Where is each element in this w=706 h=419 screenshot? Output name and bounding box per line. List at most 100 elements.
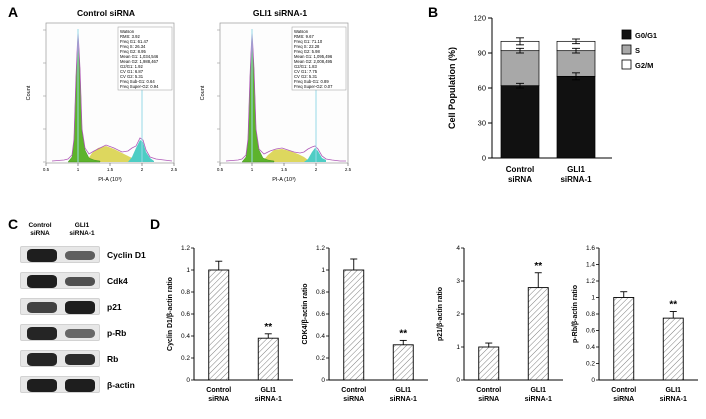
blot-row: Rb xyxy=(20,350,185,367)
blot-band xyxy=(65,353,95,366)
svg-text:1.6: 1.6 xyxy=(586,245,595,252)
cdk4-ratio-chart: 0 0.2 0.4 0.6 0.8 1 1.2 CDK4/β-actin ratio Contr… xyxy=(299,232,433,419)
svg-text:90: 90 xyxy=(478,49,486,58)
svg-text:PI-A (10³): PI-A (10³) xyxy=(98,177,122,183)
svg-text:Freq Sub-G1: 0.64: Freq Sub-G1: 0.64 xyxy=(120,79,155,84)
svg-text:30: 30 xyxy=(478,119,486,128)
p-rb-ratio-chart: 0 0.2 0.4 0.6 0.8 1 1.2 1.4 1.6 p-Rb/β-actin rati… xyxy=(569,232,703,419)
panel-label-c: C xyxy=(8,216,19,232)
p21-ratio-chart: 0 1 2 3 4 p21/β-actin ratio Control siRNA ** GLI1… xyxy=(434,232,568,419)
stats-box xyxy=(291,26,347,91)
svg-text:1: 1 xyxy=(456,344,460,351)
svg-text:GLI1: GLI1 xyxy=(395,387,411,394)
svg-text:**: ** xyxy=(399,328,407,339)
svg-text:2: 2 xyxy=(456,311,460,318)
panel-label-a: A xyxy=(8,4,19,20)
svg-text:Mean G2: 2,008,495: Mean G2: 2,008,495 xyxy=(294,59,333,64)
bar-chart-svg: 0 0.2 0.4 0.6 0.8 1 1.2 1.4 1.6 p-Rb/β-actin rati… xyxy=(572,245,698,403)
svg-text:Count: Count xyxy=(26,85,32,100)
svg-text:Count: Count xyxy=(200,85,206,100)
svg-text:0.6: 0.6 xyxy=(586,328,595,335)
blot-row-label: Cdk4 xyxy=(107,275,128,286)
svg-text:1: 1 xyxy=(591,295,595,302)
svg-text:0.8: 0.8 xyxy=(586,311,595,318)
svg-text:Cyclin D1/β-actin ratio: Cyclin D1/β-actin ratio xyxy=(167,277,174,351)
svg-text:G2/M: G2/M xyxy=(635,61,653,70)
svg-text:2.5: 2.5 xyxy=(345,167,352,172)
svg-text:siRNA: siRNA xyxy=(613,396,634,403)
svg-text:0.6: 0.6 xyxy=(316,311,325,318)
blot-row-label: Rb xyxy=(107,353,119,364)
svg-text:Freq G1: 61.47: Freq G1: 61.47 xyxy=(120,39,149,44)
blot-band xyxy=(27,275,57,288)
blot-band xyxy=(27,327,57,340)
svg-text:Mean G2: 1,988,467: Mean G2: 1,988,467 xyxy=(120,59,159,64)
svg-text:1: 1 xyxy=(77,167,80,172)
svg-text:CV G1: 7.75: CV G1: 7.75 xyxy=(294,69,318,74)
blot-strip xyxy=(20,298,100,315)
g2-peak xyxy=(304,148,326,162)
svg-text:Control: Control xyxy=(476,387,501,394)
svg-text:Control: Control xyxy=(611,387,636,394)
blot-band xyxy=(65,379,95,392)
flow-histogram-gli1: 0.5 1 1.5 2 2.5 PI-A (10³) Count Watson RMS: 9.6… xyxy=(196,19,364,198)
svg-text:Control: Control xyxy=(341,387,366,394)
blot-row-label: p21 xyxy=(107,301,122,312)
model-curve xyxy=(225,30,346,162)
svg-text:siRNA-1: siRNA-1 xyxy=(560,175,592,184)
blot-row: p21 xyxy=(20,298,185,315)
panel-label-b: B xyxy=(428,4,439,20)
blot-strip xyxy=(20,272,100,289)
svg-text:p-Rb/β-actin ratio: p-Rb/β-actin ratio xyxy=(572,285,579,343)
flow-plot-title: Control siRNA xyxy=(76,8,136,18)
svg-text:GLI1: GLI1 xyxy=(665,387,681,394)
svg-text:Freq S: 26.34: Freq S: 26.34 xyxy=(120,44,146,49)
svg-text:PI-A (10³): PI-A (10³) xyxy=(272,177,296,183)
blot-strip xyxy=(20,350,100,367)
western-blot-panel: Control siRNA GLI1 siRNA-1 Cyclin D1 Cdk4 p21 p… xyxy=(20,222,185,393)
svg-text:0: 0 xyxy=(591,377,595,384)
blot-strip xyxy=(20,324,100,341)
svg-text:0: 0 xyxy=(186,377,190,384)
svg-text:1: 1 xyxy=(321,267,325,274)
blot-strip xyxy=(20,376,100,393)
svg-text:Freq Super-G2: 0.07: Freq Super-G2: 0.07 xyxy=(294,84,333,89)
blot-band xyxy=(27,302,57,313)
svg-text:0.8: 0.8 xyxy=(181,289,190,296)
svg-text:Freq G2: 5.98: Freq G2: 5.98 xyxy=(294,49,321,54)
svg-text:2: 2 xyxy=(141,167,144,172)
svg-text:Control: Control xyxy=(206,387,231,394)
svg-text:Freq Super-G2: 0.94: Freq Super-G2: 0.94 xyxy=(120,84,159,89)
svg-text:G0/G1: G0/G1 xyxy=(635,31,657,40)
svg-text:**: ** xyxy=(669,300,677,311)
svg-text:Freq S: 22.28: Freq S: 22.28 xyxy=(294,44,320,49)
svg-text:Freq Sub-G1: 0.89: Freq Sub-G1: 0.89 xyxy=(294,79,329,84)
blot-row-label: β-actin xyxy=(107,379,135,390)
blot-row: Cdk4 xyxy=(20,272,185,289)
cell-population-stacked-chart: 0 30 60 90 120 Cell Population (%) Control siRN… xyxy=(442,4,700,209)
svg-text:4: 4 xyxy=(456,245,460,252)
svg-text:Mean G1: 1,095,496: Mean G1: 1,095,496 xyxy=(294,54,333,59)
lane-headers: Control siRNA GLI1 siRNA-1 xyxy=(20,222,102,237)
svg-text:0.2: 0.2 xyxy=(181,355,190,362)
svg-text:1.2: 1.2 xyxy=(586,278,595,285)
blot-row: Cyclin D1 xyxy=(20,246,185,263)
svg-text:p21/β-actin ratio: p21/β-actin ratio xyxy=(437,287,444,341)
svg-text:CV G2: 5.31: CV G2: 5.31 xyxy=(294,74,318,79)
svg-text:120: 120 xyxy=(473,14,486,23)
cyclin-d1-ratio-chart: 0 0.2 0.4 0.6 0.8 1 1.2 Cyclin D1/β-actin ratio… xyxy=(164,232,298,419)
svg-text:Watson: Watson xyxy=(120,29,135,34)
svg-text:Watson: Watson xyxy=(294,29,309,34)
blot-band xyxy=(65,301,95,314)
svg-text:S: S xyxy=(635,46,640,55)
svg-text:siRNA: siRNA xyxy=(508,175,532,184)
svg-text:1: 1 xyxy=(186,267,190,274)
flow-histogram-control: 0.5 1 1.5 2 2.5 PI-A (10³) Count Watson RMS: 3.9… xyxy=(22,19,190,198)
svg-text:GLI1: GLI1 xyxy=(567,165,585,174)
svg-text:**: ** xyxy=(534,261,542,272)
blot-row-label: Cyclin D1 xyxy=(107,249,146,260)
svg-text:Cell Population (%): Cell Population (%) xyxy=(447,47,457,129)
